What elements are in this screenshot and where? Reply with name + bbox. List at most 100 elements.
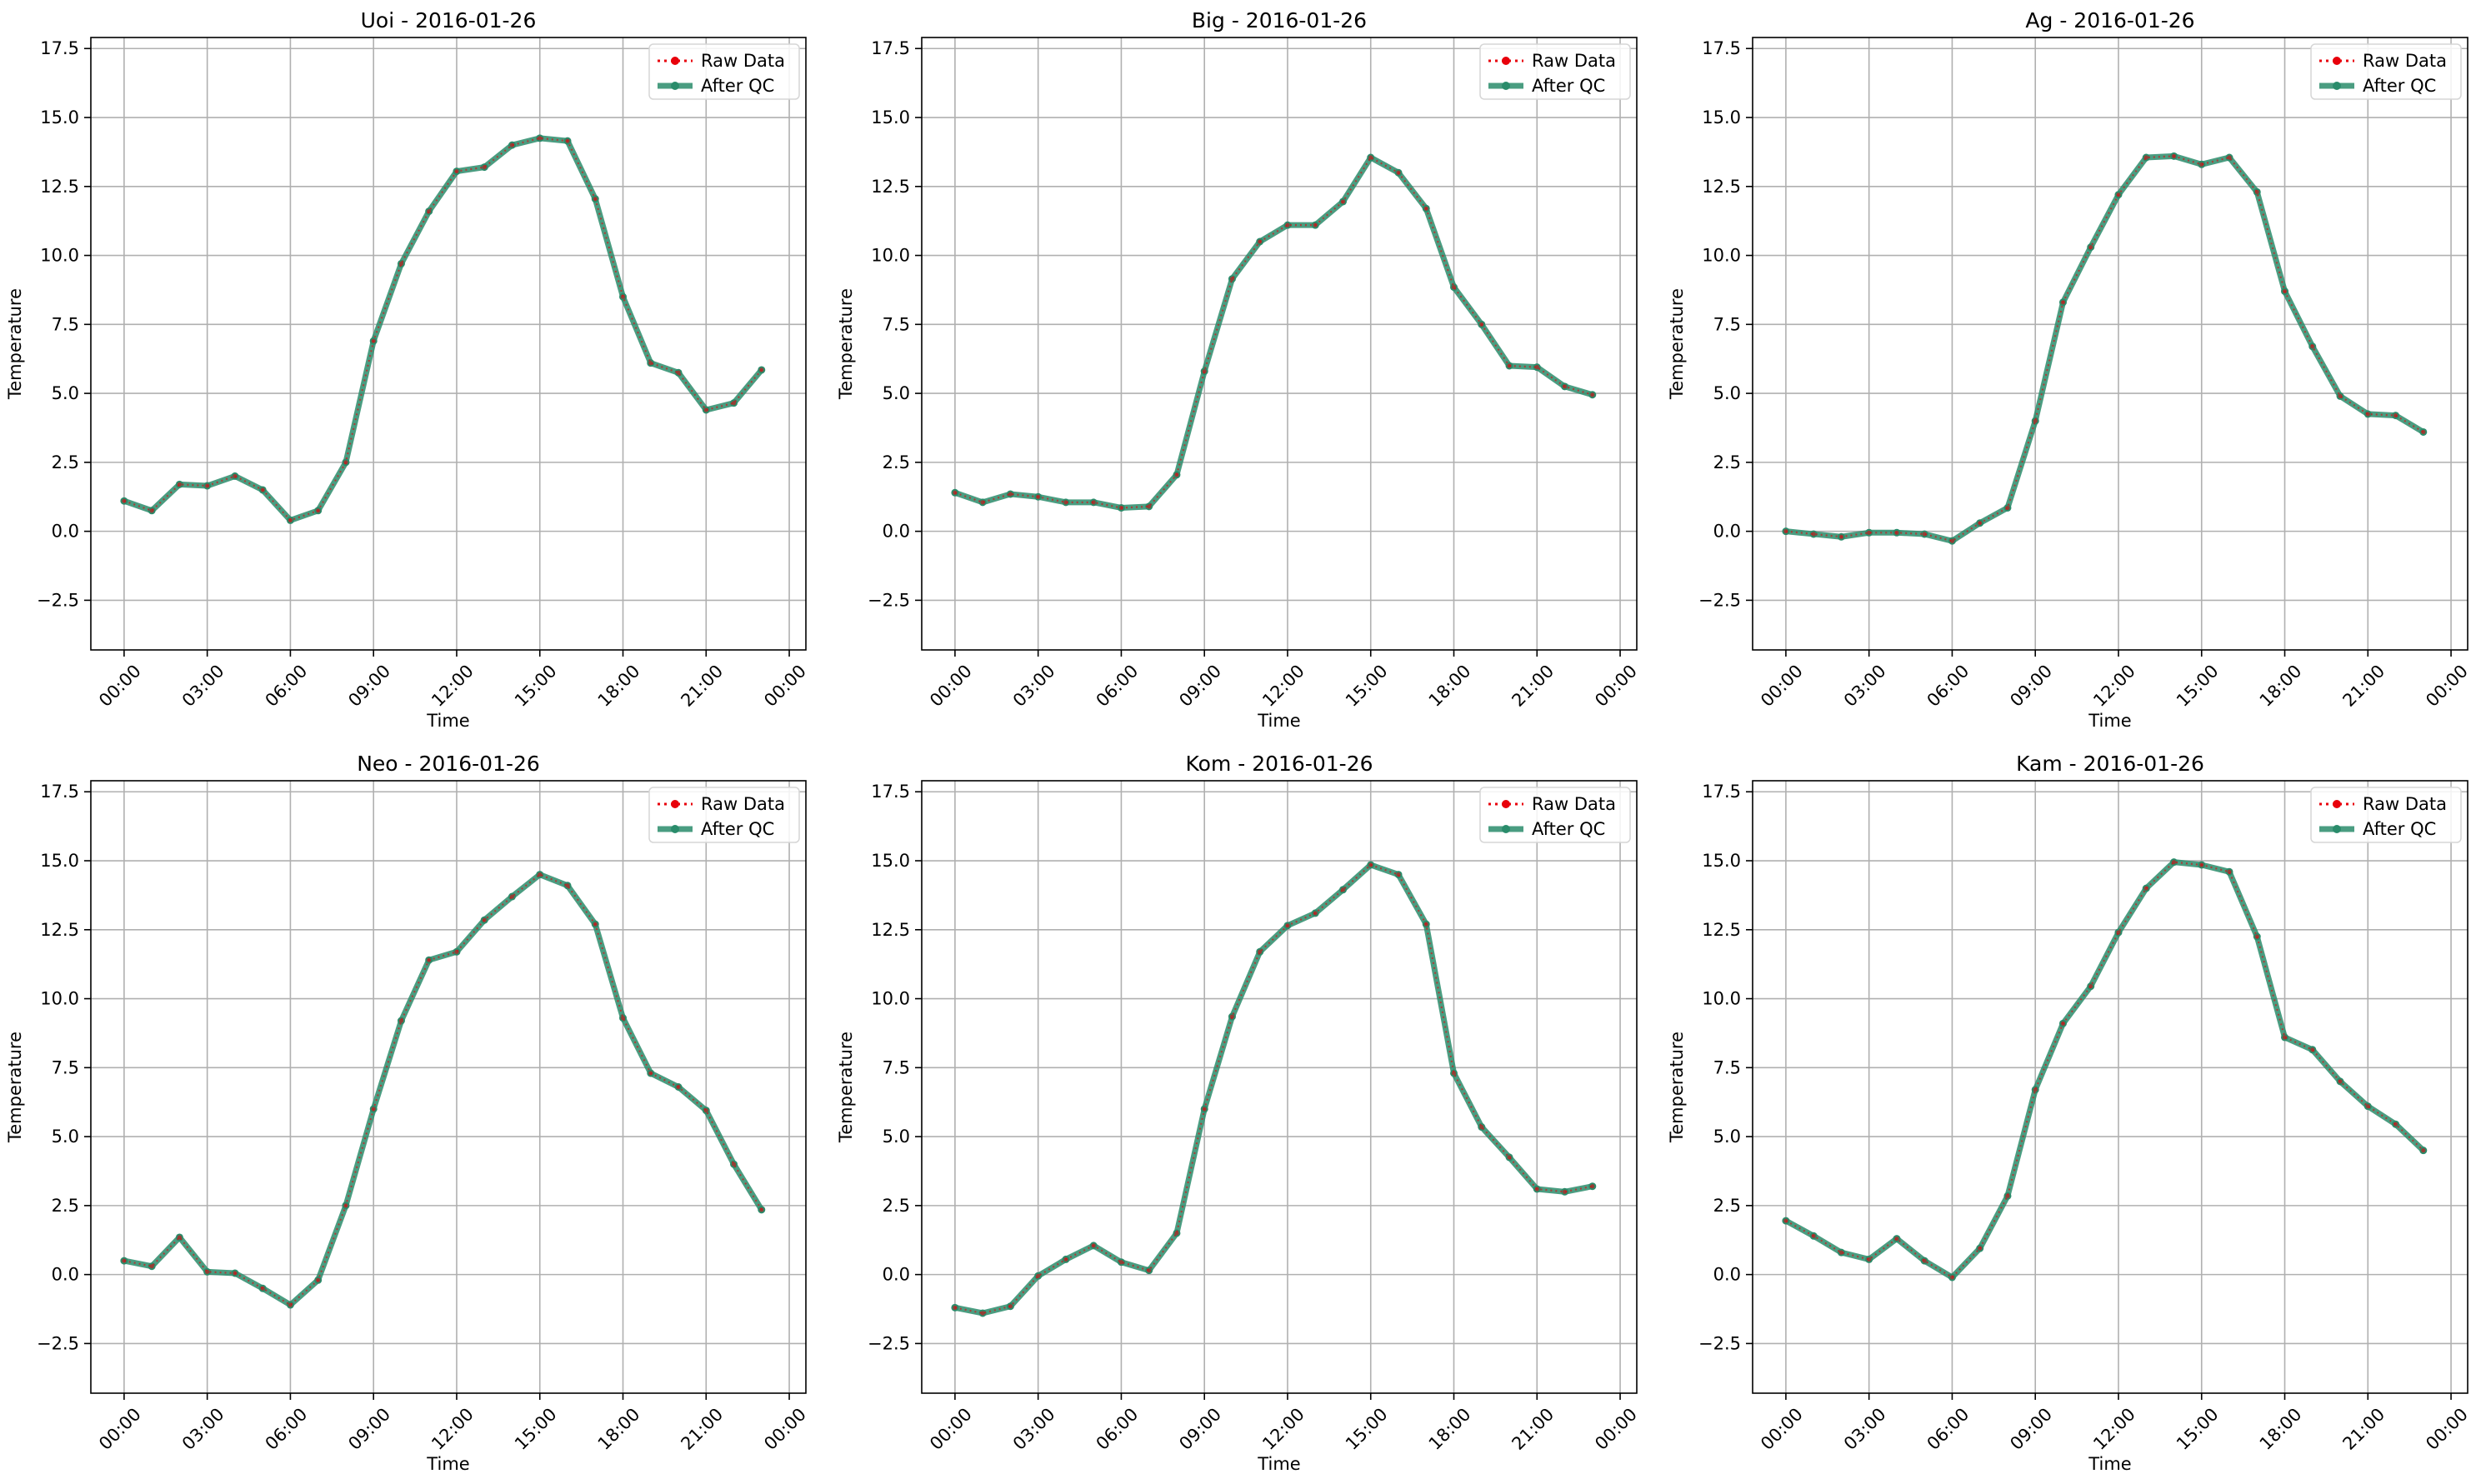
raw-data-point [205, 483, 210, 488]
y-tick-label: 12.5 [871, 920, 910, 940]
y-tick-label: 7.5 [52, 1057, 79, 1077]
raw-data-point [759, 367, 764, 372]
raw-data-point [2143, 886, 2148, 891]
y-tick-label: 12.5 [40, 177, 79, 197]
y-tick-label: 7.5 [883, 1057, 910, 1077]
axes-frame [1752, 37, 2468, 651]
y-tick-label: 10.0 [1702, 989, 1741, 1009]
raw-data-point [316, 1277, 321, 1282]
raw-data-point [1174, 472, 1179, 477]
x-tick-label: 00:00 [926, 661, 976, 711]
series-after-qc-line [1783, 152, 2427, 544]
legend-qc-marker [2333, 825, 2341, 833]
y-tick-label: 0.0 [52, 1265, 79, 1285]
y-tick-label: 7.5 [883, 314, 910, 334]
x-tick-label: 12:00 [428, 661, 478, 711]
raw-data-point [482, 165, 487, 170]
x-tick-label: 21:00 [1508, 1404, 1558, 1454]
raw-data-point [2199, 162, 2204, 167]
raw-data-point [731, 401, 737, 406]
legend-qc-marker [1502, 82, 1510, 90]
subplot-1: Big - 2016-01-26 −2.5 0.0 2.5 5.0 7.5 10.0 12.5… [836, 8, 1641, 731]
raw-data-point [1285, 222, 1290, 227]
raw-data-point [565, 138, 570, 143]
raw-data-point [2282, 288, 2288, 294]
x-tick-label: 00:00 [1591, 1404, 1641, 1454]
y-tick-label: −2.5 [37, 1333, 79, 1353]
raw-data-point [1091, 500, 1096, 505]
x-tick-label: 03:00 [1009, 1404, 1059, 1454]
x-axis-label: Time [1257, 711, 1300, 731]
raw-data-point [759, 1207, 764, 1212]
legend-raw-label: Raw Data [1532, 51, 1616, 71]
y-tick-label: 10.0 [1702, 246, 1741, 266]
x-tick-label: 15:00 [511, 661, 561, 711]
x-tick-label: 15:00 [1342, 661, 1392, 711]
x-tick-label: 15:00 [2173, 1404, 2223, 1454]
y-tick-label: 5.0 [52, 1127, 79, 1147]
axes-frame [921, 37, 1638, 651]
raw-data-point [1118, 1260, 1124, 1265]
raw-data-point [177, 1235, 183, 1240]
series-after-qc-line [952, 154, 1596, 511]
y-tick-label: 5.0 [52, 383, 79, 403]
x-tick-label: 12:00 [2089, 1404, 2139, 1454]
legend-qc-label: After QC [1532, 76, 1605, 96]
x-tick-label: 00:00 [2422, 1404, 2472, 1454]
raw-data-point [343, 1203, 348, 1208]
raw-data-point [398, 261, 404, 267]
raw-data-point [2088, 245, 2093, 250]
raw-data-point [149, 508, 154, 513]
y-tick-label: 17.5 [40, 782, 79, 802]
raw-data-point [288, 517, 293, 522]
subplot-4: Kom - 2016-01-26 −2.5 0.0 2.5 5.0 7.5 10.0 12.5… [836, 752, 1641, 1474]
y-axis-label: Temperature [836, 288, 856, 400]
subplot-5: Kam - 2016-01-26 −2.5 0.0 2.5 5.0 7.5 10.0 12.5… [1667, 752, 2472, 1474]
raw-data-point [2033, 418, 2038, 423]
y-tick-label: 2.5 [52, 1196, 79, 1216]
x-tick-label: 00:00 [95, 661, 145, 711]
raw-data-point [2060, 300, 2066, 305]
x-tick-label: 06:00 [262, 1404, 312, 1454]
subplot-0: Uoi - 2016-01-26 −2.5 0.0 2.5 5.0 7.5 10.0 12.5… [5, 8, 810, 731]
raw-data-point [2310, 344, 2315, 349]
raw-data-point [1534, 365, 1539, 370]
x-tick-label: 00:00 [926, 1404, 976, 1454]
raw-data-point [2254, 189, 2259, 195]
y-tick-label: −2.5 [868, 1333, 910, 1353]
x-tick-label: 06:00 [1923, 661, 1973, 711]
y-tick-label: 12.5 [40, 920, 79, 940]
raw-data-point [1063, 1257, 1068, 1262]
raw-data-point [288, 1302, 293, 1307]
raw-data-point [1838, 1250, 1844, 1255]
y-tick-label: 17.5 [871, 38, 910, 58]
raw-data-point [1811, 532, 1816, 537]
raw-data-point [2254, 934, 2259, 939]
raw-data-point [1479, 1124, 1484, 1130]
raw-data-point [676, 1084, 681, 1090]
raw-data-point [980, 1311, 985, 1316]
x-tick-label: 21:00 [677, 1404, 727, 1454]
raw-data-point [1867, 530, 1872, 535]
legend-raw-marker [1502, 800, 1510, 808]
y-tick-label: 0.0 [883, 1265, 910, 1285]
legend-qc-label: After QC [701, 819, 774, 839]
x-tick-label: 00:00 [760, 1404, 810, 1454]
raw-data-point [205, 1269, 210, 1274]
y-tick-label: 0.0 [1713, 1265, 1741, 1285]
raw-data-point [1063, 500, 1068, 505]
raw-data-point [2393, 412, 2398, 418]
raw-data-point [1340, 887, 1346, 892]
series-after-qc-line [121, 135, 765, 523]
raw-data-point [1838, 534, 1844, 539]
raw-data-point [1202, 1107, 1207, 1112]
subplot-title: Neo - 2016-01-26 [357, 752, 540, 776]
raw-data-point [648, 1071, 653, 1076]
legend: Raw Data After QC [1479, 787, 1631, 843]
axes-frame [90, 37, 807, 651]
raw-data-point [1922, 532, 1927, 537]
raw-data-point [2282, 1035, 2288, 1040]
x-tick-label: 12:00 [1258, 661, 1308, 711]
raw-data-point [260, 487, 265, 492]
